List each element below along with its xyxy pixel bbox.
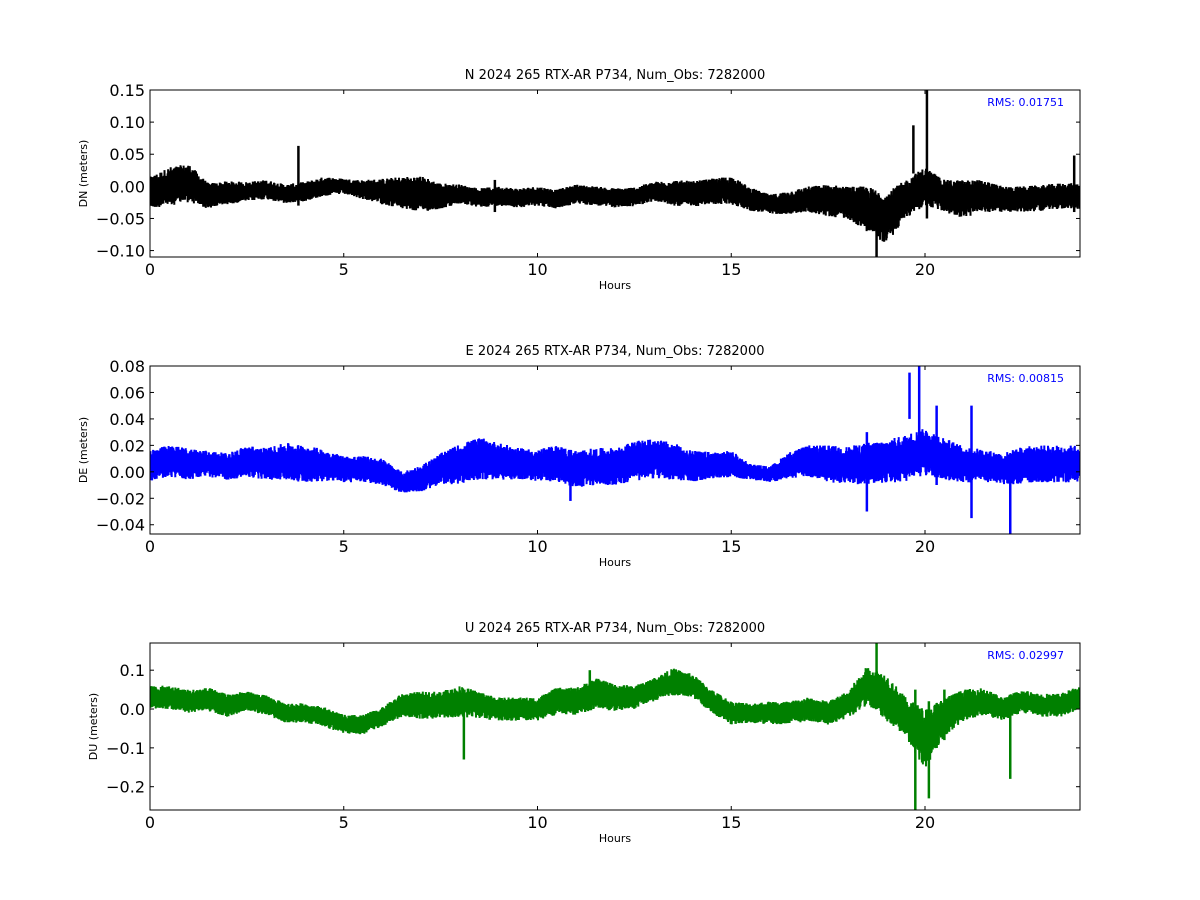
- north-axes-frame: [149, 89, 1081, 258]
- up-xlabel: Hours: [599, 832, 631, 845]
- north-rms-annotation: RMS: 0.01751: [987, 96, 1064, 109]
- north-xtick-label: 10: [527, 260, 547, 279]
- east-data-area: [150, 366, 1080, 534]
- north-ytick-label: 0.05: [109, 145, 145, 164]
- up-title: U 2024 265 RTX-AR P734, Num_Obs: 7282000: [465, 621, 765, 636]
- up-rms-annotation: RMS: 0.02997: [987, 649, 1064, 662]
- north-ytick-label: 0.15: [109, 81, 145, 100]
- up-xtick-label: 20: [915, 813, 935, 832]
- up-ytick-label: −0.2: [106, 778, 145, 797]
- east-series-mean-line: [150, 450, 1080, 484]
- north-xtick-label: 15: [721, 260, 741, 279]
- east-xtick-label: 5: [339, 537, 349, 556]
- up-xtick-label: 10: [527, 813, 547, 832]
- north-xlabel: Hours: [599, 279, 631, 292]
- up-ytick-label: 0.1: [120, 661, 145, 680]
- east-xtick-label: 10: [527, 537, 547, 556]
- east-xlabel: Hours: [599, 556, 631, 569]
- east-ytick-label: −0.02: [96, 489, 145, 508]
- up-ytick-label: −0.1: [106, 739, 145, 758]
- north-xtick-label: 20: [915, 260, 935, 279]
- north-xtick-label: 0: [145, 260, 155, 279]
- north-ylabel: DN (meters): [77, 140, 90, 208]
- east-xtick-label: 15: [721, 537, 741, 556]
- north-series-mean-line: [150, 181, 1080, 221]
- up-ytick-label: 0.0: [120, 700, 145, 719]
- east-series-trace: [150, 429, 1080, 493]
- up-panel: 0 5 10 15 20 −0.2 −0.1 0.0 0.1 U 2024 265 RTX-AR …: [87, 621, 1081, 845]
- north-ytick-label: 0.10: [109, 113, 145, 132]
- east-title: E 2024 265 RTX-AR P734, Num_Obs: 7282000: [466, 344, 765, 359]
- up-data-area: [150, 643, 1080, 810]
- up-ylabel: DU (meters): [87, 693, 100, 760]
- east-ytick-label: 0.00: [109, 463, 145, 482]
- east-ytick-label: 0.08: [109, 357, 145, 376]
- north-xtick-label: 5: [339, 260, 349, 279]
- east-panel: 0 5 10 15 20 −0.04 −0.02 0.00 0.02 0.04 0.06 0.08 E …: [77, 344, 1081, 569]
- east-ytick-label: 0.06: [109, 383, 145, 402]
- east-ytick-label: −0.04: [96, 516, 145, 535]
- east-ytick-label: 0.02: [109, 436, 145, 455]
- up-xtick-label: 5: [339, 813, 349, 832]
- east-ytick-label: 0.04: [109, 410, 145, 429]
- up-axes-frame: [149, 642, 1081, 811]
- north-data-area: [150, 90, 1080, 257]
- east-rms-annotation: RMS: 0.00815: [987, 372, 1064, 385]
- north-panel: 0 5 10 15 20 −0.10 −0.05 0.00 0.05 0.10 0.15 N 2024…: [77, 68, 1081, 292]
- up-xtick-label: 0: [145, 813, 155, 832]
- east-xtick-label: 20: [915, 537, 935, 556]
- north-title: N 2024 265 RTX-AR P734, Num_Obs: 7282000: [465, 68, 765, 83]
- east-ylabel: DE (meters): [77, 417, 90, 483]
- up-xtick-label: 15: [721, 813, 741, 832]
- up-series-mean-line: [150, 680, 1080, 743]
- north-ytick-label: −0.05: [96, 209, 145, 228]
- north-ytick-label: −0.10: [96, 242, 145, 261]
- east-xtick-label: 0: [145, 537, 155, 556]
- north-ytick-label: 0.00: [109, 177, 145, 196]
- east-axes-frame: [149, 365, 1081, 535]
